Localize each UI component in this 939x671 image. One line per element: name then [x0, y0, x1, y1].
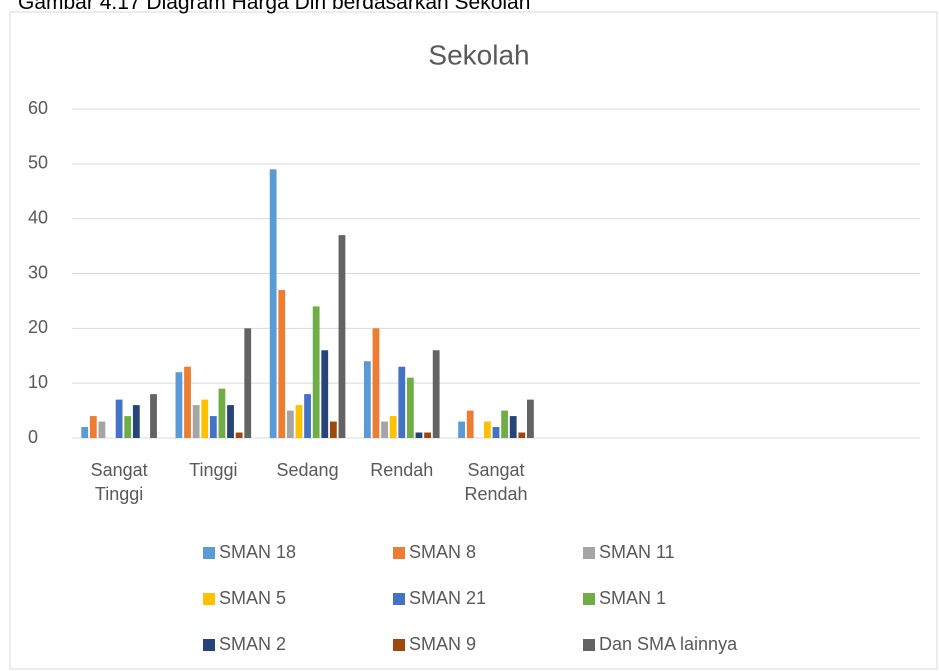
bar [313, 306, 320, 438]
bar [244, 328, 251, 438]
y-tick-label: 60 [28, 98, 48, 118]
bar [527, 400, 534, 438]
bar [219, 389, 226, 438]
legend-swatch [583, 593, 595, 605]
bar [176, 372, 183, 438]
legend-swatch [203, 547, 215, 559]
bar [116, 400, 123, 438]
legend-label: SMAN 2 [219, 634, 286, 654]
bar [373, 328, 380, 438]
bar [99, 422, 106, 438]
bar [407, 378, 414, 438]
bar [270, 169, 277, 438]
bar [201, 400, 208, 438]
bar [90, 416, 97, 438]
bar [193, 405, 200, 438]
y-tick-label: 30 [28, 262, 48, 282]
bar [210, 416, 217, 438]
bar [390, 416, 397, 438]
bar [150, 394, 157, 438]
legend-label: Dan SMA lainnya [599, 634, 738, 654]
bar [330, 422, 337, 438]
bar [304, 394, 311, 438]
bar [424, 433, 431, 438]
bar [484, 422, 491, 438]
legend-swatch [393, 593, 405, 605]
legend-label: SMAN 9 [409, 634, 476, 654]
bar [321, 350, 328, 438]
bar [287, 411, 294, 438]
bar [458, 422, 465, 438]
bar [416, 433, 423, 438]
chart-frame [10, 12, 937, 669]
bar [467, 411, 474, 438]
x-tick-label: Tinggi [168, 458, 258, 482]
page: Sekolah 0 10 20 30 40 50 60 SMAN 18 SMAN 8 SMAN 1… [0, 0, 939, 671]
bar [493, 427, 500, 438]
x-tick-label: Sangat Tinggi [74, 458, 164, 506]
bar [364, 361, 371, 438]
legend-swatch [583, 639, 595, 651]
legend-swatch [203, 593, 215, 605]
y-tick-label: 40 [28, 207, 48, 227]
x-tick-label: Sangat Rendah [451, 458, 541, 506]
bar [236, 433, 243, 438]
chart-title: Sekolah [428, 39, 529, 70]
legend-swatch [393, 547, 405, 559]
bar [184, 367, 191, 438]
bar [501, 411, 508, 438]
bar [518, 433, 525, 438]
legend-swatch [203, 639, 215, 651]
y-tick-label: 10 [28, 372, 48, 392]
legend-swatch [583, 547, 595, 559]
y-tick-label: 50 [28, 153, 48, 173]
legend-label: SMAN 1 [599, 588, 666, 608]
legend-label: SMAN 21 [409, 588, 486, 608]
bar [81, 427, 88, 438]
bar [296, 405, 303, 438]
legend-label: SMAN 18 [219, 542, 296, 562]
chart: Sekolah 0 10 20 30 40 50 60 SMAN 18 SMAN 8 SMAN 1… [0, 0, 939, 671]
y-tick-label: 20 [28, 317, 48, 337]
bar [510, 416, 517, 438]
bar [339, 235, 346, 438]
bar [398, 367, 405, 438]
caption: Gambar 4.17 Diagram Harga Diri berdasark… [18, 0, 530, 15]
bar [133, 405, 140, 438]
bar [278, 290, 285, 438]
x-tick-label: Sedang [263, 458, 353, 482]
bar [433, 350, 440, 438]
legend-swatch [393, 639, 405, 651]
legend-label: SMAN 11 [599, 542, 675, 562]
x-tick-label: Rendah [357, 458, 447, 482]
bar [227, 405, 234, 438]
y-tick-label: 0 [28, 427, 38, 447]
bar [381, 422, 388, 438]
legend-label: SMAN 5 [219, 588, 286, 608]
bar [124, 416, 131, 438]
legend-label: SMAN 8 [409, 542, 476, 562]
